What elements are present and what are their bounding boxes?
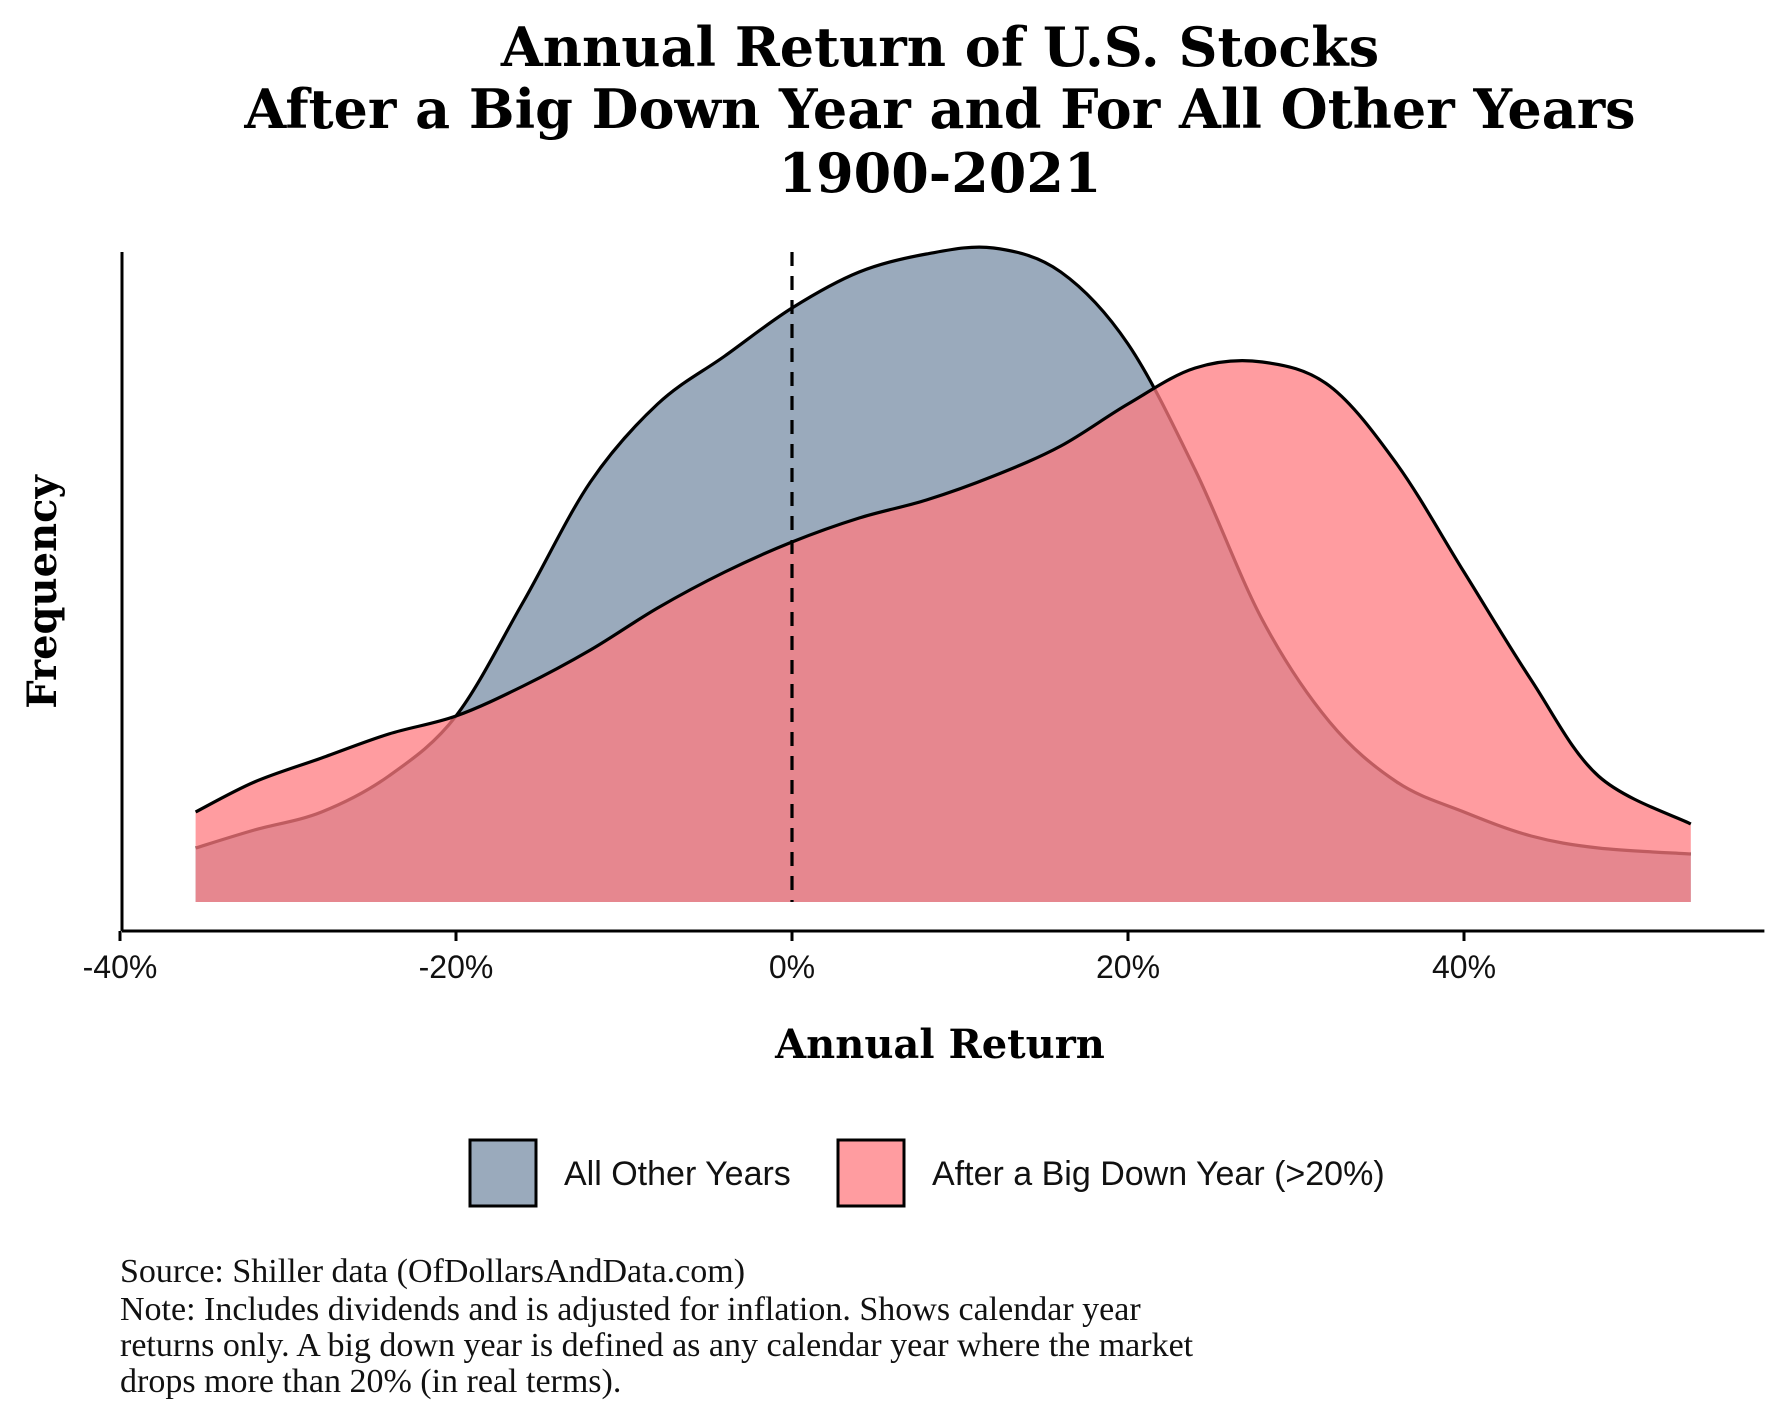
series-line-after-big-down-year bbox=[194, 359, 1692, 826]
legend-swatch bbox=[836, 1138, 906, 1208]
caption-note-line-2: returns only. A big down year is defined… bbox=[120, 1327, 1194, 1364]
caption-note-line-1: Note: Includes dividends and is adjusted… bbox=[120, 1291, 1141, 1328]
caption: Source: Shiller data (OfDollarsAndData.c… bbox=[120, 1253, 1194, 1400]
x-tick-label: 20% bbox=[1096, 949, 1160, 985]
x-tick-label: -20% bbox=[419, 949, 494, 985]
legend: All Other Years After a Big Down Year (>2… bbox=[468, 1138, 1385, 1208]
caption-source: Source: Shiller data (OfDollarsAndData.c… bbox=[120, 1253, 745, 1290]
legend-label: After a Big Down Year (>20%) bbox=[932, 1155, 1385, 1193]
x-tick-label: -40% bbox=[83, 949, 158, 985]
plot-area: -40% -20% 0% 20% 40% bbox=[83, 245, 1765, 985]
y-axis-title: Frequency bbox=[19, 474, 66, 709]
chart-title: Annual Return of U.S. Stocks After a Big… bbox=[243, 15, 1635, 205]
caption-note-line-3: drops more than 20% (in real terms). bbox=[120, 1363, 621, 1400]
chart-title-line-1: Annual Return of U.S. Stocks bbox=[500, 15, 1379, 79]
x-axis-title: Annual Return bbox=[774, 1021, 1105, 1068]
x-tick-label: 0% bbox=[769, 949, 815, 985]
legend-label: All Other Years bbox=[564, 1155, 791, 1193]
legend-swatch bbox=[468, 1138, 538, 1208]
series-area-after-big-down-year bbox=[195, 360, 1691, 902]
chart-title-line-3: 1900-2021 bbox=[779, 141, 1102, 205]
x-tick-label: 40% bbox=[1432, 949, 1496, 985]
chart-title-line-2: After a Big Down Year and For All Other … bbox=[243, 77, 1635, 141]
